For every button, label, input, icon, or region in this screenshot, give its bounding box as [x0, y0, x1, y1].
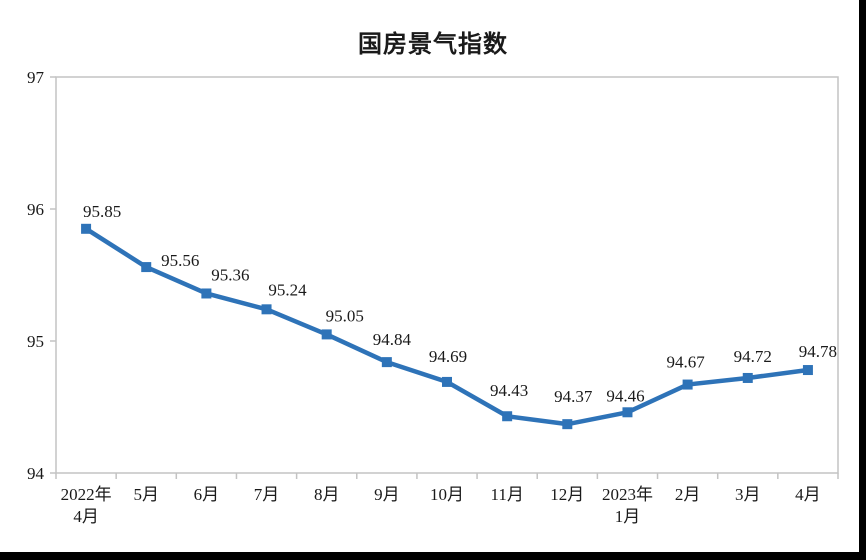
data-point-marker [261, 304, 272, 315]
y-axis-label: 97 [27, 68, 45, 87]
y-axis-label: 94 [27, 464, 45, 483]
x-axis-label: 2月 [675, 485, 701, 504]
data-point-label: 94.84 [373, 330, 412, 349]
data-point-marker [682, 379, 693, 390]
data-point-label: 95.36 [211, 265, 249, 284]
data-point-marker [81, 223, 92, 234]
data-point-marker [622, 407, 633, 418]
x-axis-label: 12月 [550, 485, 584, 504]
x-axis-label: 3月 [735, 485, 761, 504]
x-axis-label: 1月 [615, 507, 641, 526]
x-axis-label: 5月 [133, 485, 159, 504]
data-point-label: 95.85 [83, 202, 121, 221]
data-point-label: 94.37 [554, 387, 593, 406]
data-point-marker [502, 411, 513, 422]
y-axis-label: 96 [27, 200, 44, 219]
x-axis-label: 4月 [795, 485, 821, 504]
x-axis-label: 8月 [314, 485, 340, 504]
data-point-marker [141, 262, 152, 273]
data-point-marker [381, 357, 392, 368]
chart-title: 国房景气指数 [358, 31, 508, 58]
data-point-marker [442, 376, 452, 387]
x-axis-label: 2022年 [61, 485, 112, 504]
x-axis-label: 4月 [73, 507, 99, 526]
x-axis-label: 9月 [374, 485, 400, 504]
data-point-marker [802, 365, 813, 376]
data-point-marker [321, 329, 332, 340]
x-axis-label: 6月 [194, 485, 220, 504]
data-point-label: 94.72 [734, 347, 772, 366]
page-edge-right [859, 0, 866, 560]
data-point-marker [562, 419, 573, 430]
data-point-marker [742, 372, 753, 383]
data-point-label: 95.56 [161, 251, 199, 270]
data-point-label: 94.78 [799, 342, 837, 361]
y-axis-label: 95 [27, 332, 44, 351]
x-axis-label: 11月 [490, 485, 523, 504]
plot-area-border [55, 76, 839, 474]
data-point-marker [201, 288, 212, 299]
data-point-label: 95.05 [326, 306, 364, 325]
data-point-label: 94.46 [606, 386, 644, 405]
x-axis-label: 10月 [430, 485, 464, 504]
data-point-label: 94.43 [490, 381, 528, 400]
data-point-label: 94.67 [666, 353, 705, 372]
data-point-label: 94.69 [429, 347, 467, 366]
x-axis-label: 2023年 [602, 485, 653, 504]
data-point-label: 95.24 [268, 280, 307, 299]
page-edge-bottom [0, 552, 866, 560]
x-axis-label: 7月 [254, 485, 280, 504]
